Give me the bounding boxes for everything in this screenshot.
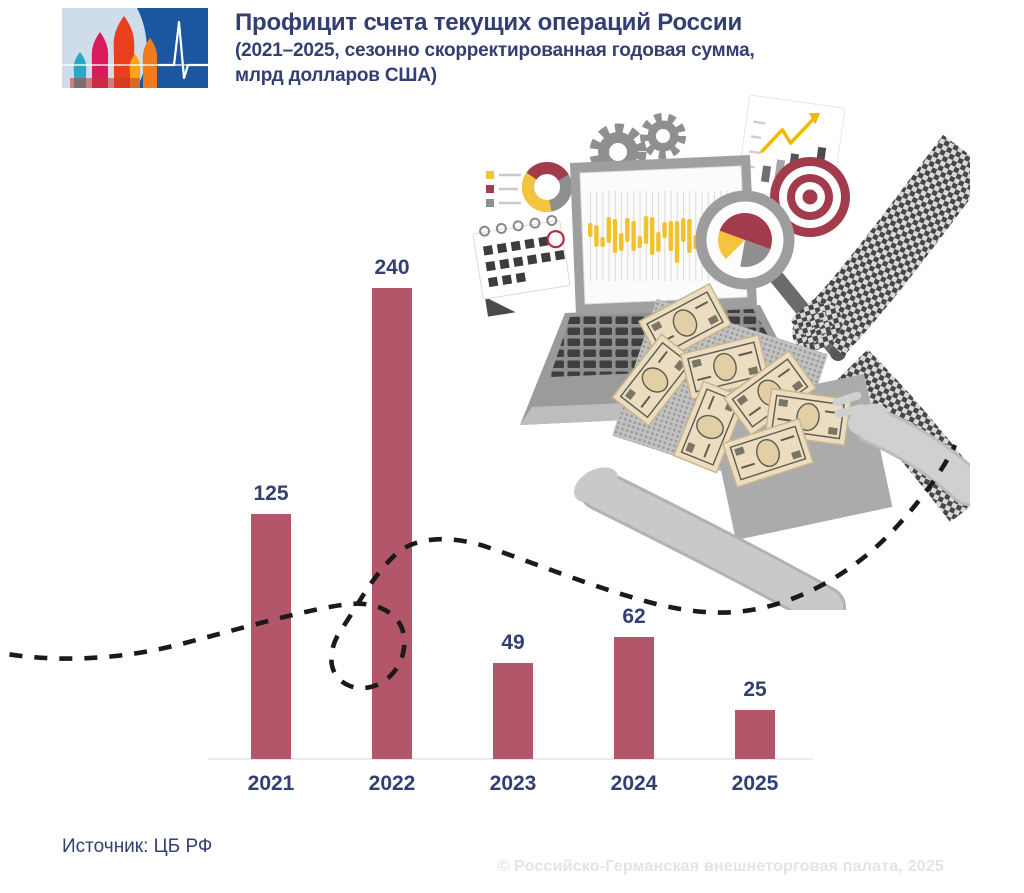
bar-2023: [493, 663, 533, 759]
x-tick-label: 2025: [731, 772, 779, 795]
x-tick-label: 2023: [489, 772, 537, 795]
bar-2022: [372, 288, 412, 759]
hands-icon: [573, 391, 970, 610]
bar-2021: [251, 514, 291, 759]
bar-2025: [735, 710, 775, 759]
x-tick-label: 2024: [610, 772, 658, 795]
header: Профицит счета текущих операций России (…: [235, 8, 835, 88]
bar-value-label: 240: [374, 256, 410, 279]
logo-icon: [62, 8, 208, 88]
page-title: Профицит счета текущих операций России: [235, 9, 742, 36]
x-axis-line: [208, 758, 813, 760]
chart-legend-icon: [486, 171, 521, 207]
page-subtitle-line-2: млрд долларов США): [235, 65, 437, 86]
page-subtitle-line-1: (2021–2025, сезонно скорректированная го…: [235, 40, 755, 61]
analysis-collage-illustration: [470, 95, 970, 610]
bar-value-label: 25: [743, 678, 767, 701]
russian-german-chamber-logo: [62, 8, 208, 88]
source-note: Источник: ЦБ РФ: [62, 836, 213, 857]
bar-2024: [614, 637, 654, 759]
bar-value-label: 49: [501, 631, 525, 654]
domes-icon: [70, 16, 158, 88]
donut-chart-icon: [522, 162, 572, 212]
copyright-note: © Российско-Германская внешнеторговая па…: [497, 858, 944, 875]
x-tick-label: 2021: [247, 772, 295, 795]
pulse-line-icon: [62, 20, 208, 80]
bar-value-label: 125: [253, 482, 289, 505]
target-icon: [770, 157, 850, 237]
calendar-icon: [472, 215, 571, 317]
bar-value-label: 62: [622, 605, 646, 628]
x-tick-label: 2022: [368, 772, 416, 795]
